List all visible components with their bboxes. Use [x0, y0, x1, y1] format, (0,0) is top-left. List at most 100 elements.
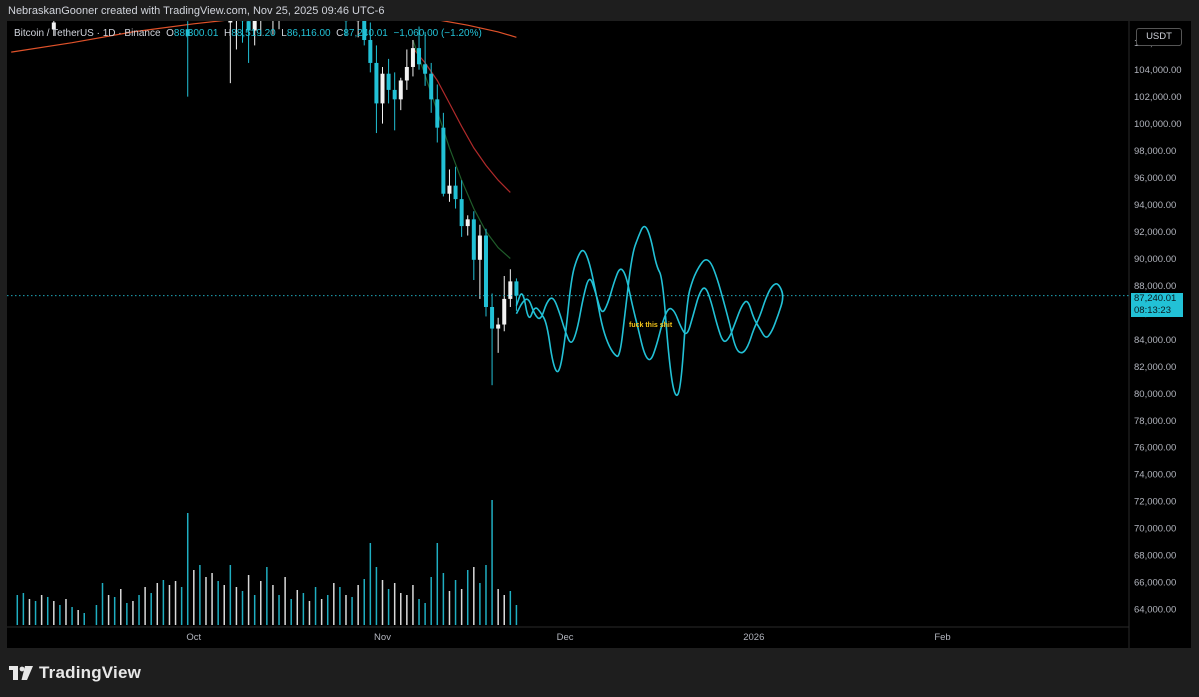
volume-bar — [34, 601, 37, 625]
volume-bar — [162, 580, 165, 625]
y-tick-label: 72,000.00 — [1134, 497, 1176, 508]
volume-bar — [223, 585, 225, 625]
last-price-badge: 87,240.01 08:13:23 — [1131, 293, 1183, 317]
volume-bar — [290, 599, 292, 625]
volume-bar — [28, 599, 31, 625]
volume-bar — [83, 613, 85, 625]
volume-bar — [406, 595, 408, 625]
candle-body — [435, 99, 440, 128]
volume-bar — [71, 607, 73, 625]
volume-bar — [272, 585, 274, 625]
candle-body — [404, 66, 409, 81]
candle-body — [508, 281, 513, 299]
currency-selector[interactable]: USDT — [1136, 28, 1182, 46]
volume-bar — [296, 590, 299, 625]
volume-bar — [357, 585, 359, 625]
volume-bar — [229, 565, 232, 625]
chart-area[interactable]: fuck this shit106,000.00104,000.00102,00… — [7, 21, 1191, 648]
volume-bar — [333, 583, 335, 625]
y-tick-label: 98,000.00 — [1134, 146, 1176, 157]
y-tick-label: 88,000.00 — [1134, 281, 1176, 292]
volume-bar — [253, 595, 256, 625]
candle-body — [51, 22, 56, 30]
volume-bar — [53, 601, 55, 625]
volume-bar — [150, 593, 152, 625]
volume-bar — [126, 603, 128, 625]
volume-bar — [454, 580, 457, 625]
volume-bar — [314, 587, 317, 625]
candle-body — [252, 21, 257, 31]
low-label: L — [281, 28, 287, 39]
x-tick-label: Feb — [934, 632, 950, 643]
y-tick-label: 76,000.00 — [1134, 443, 1176, 454]
tradingview-logo[interactable]: TradingView — [9, 663, 141, 683]
volume-bar — [302, 593, 305, 625]
y-tick-label: 78,000.00 — [1134, 416, 1176, 427]
candle-body — [246, 21, 251, 31]
volume-bar — [448, 591, 451, 625]
candle-body — [459, 199, 464, 227]
y-tick-label: 70,000.00 — [1134, 524, 1176, 535]
volume-bar — [509, 591, 512, 625]
y-tick-label: 96,000.00 — [1134, 173, 1176, 184]
candle-body — [483, 235, 488, 307]
candle-body — [496, 324, 501, 329]
y-tick-label: 80,000.00 — [1134, 389, 1176, 400]
volume-bar — [260, 581, 262, 625]
volume-bar — [284, 577, 286, 625]
y-tick-label: 94,000.00 — [1134, 200, 1176, 211]
volume-bar — [460, 589, 463, 625]
volume-bar — [515, 605, 518, 625]
close-value: 87,240.01 — [343, 28, 388, 39]
volume-bar — [400, 593, 402, 625]
volume-bar — [199, 565, 201, 625]
candle-body — [417, 48, 422, 65]
volume-bar — [466, 570, 469, 625]
volume-bar — [138, 595, 140, 625]
volume-bar — [65, 599, 67, 625]
volume-bar — [436, 543, 439, 625]
x-tick-label: 2026 — [743, 632, 764, 643]
low-value: 86,116.00 — [286, 28, 331, 39]
volume-bar — [16, 595, 19, 625]
volume-bar — [217, 581, 219, 625]
tradingview-brand: TradingView — [39, 663, 142, 682]
volume-bar — [95, 605, 98, 625]
y-tick-label: 102,000.00 — [1134, 92, 1182, 103]
volume-bar — [381, 580, 384, 625]
volume-bar — [132, 601, 134, 625]
candle-body — [185, 29, 190, 36]
candle-body — [477, 235, 482, 260]
volume-bar — [77, 610, 79, 625]
volume-bar — [101, 583, 104, 625]
volume-bar — [186, 513, 189, 625]
y-tick-label: 64,000.00 — [1134, 605, 1176, 616]
volume-bar — [369, 543, 372, 625]
candle-body — [392, 89, 397, 100]
volume-bar — [235, 587, 238, 625]
candle-body — [374, 62, 379, 104]
last-price-value: 87,240.01 — [1134, 293, 1177, 304]
volume-bar — [40, 595, 43, 625]
volume-bar — [174, 581, 177, 625]
moving-average-green — [412, 39, 511, 259]
candle-body — [368, 40, 373, 63]
candle-body — [362, 21, 367, 41]
candlestick-chart[interactable]: fuck this shit106,000.00104,000.00102,00… — [7, 21, 1191, 648]
candle-body — [453, 185, 458, 200]
tradingview-logo-icon — [9, 666, 33, 680]
symbol-legend[interactable]: Bitcoin / TetherUS · 1D · Binance O88,30… — [14, 28, 482, 39]
symbol-name[interactable]: Bitcoin / TetherUS · 1D · Binance — [14, 28, 161, 39]
volume-bar — [351, 597, 353, 625]
candle-body — [490, 306, 495, 329]
y-tick-label: 104,000.00 — [1134, 65, 1182, 76]
created-with-caption: NebraskanGooner created with TradingView… — [8, 5, 385, 17]
volume-bar — [424, 603, 426, 625]
volume-bar — [205, 577, 207, 625]
high-value: 88,519.20 — [231, 28, 276, 39]
volume-bar — [193, 570, 195, 625]
candle-body — [502, 298, 507, 325]
volume-bar — [345, 595, 347, 625]
bar-countdown: 08:13:23 — [1134, 304, 1171, 316]
volume-bar — [168, 585, 171, 625]
